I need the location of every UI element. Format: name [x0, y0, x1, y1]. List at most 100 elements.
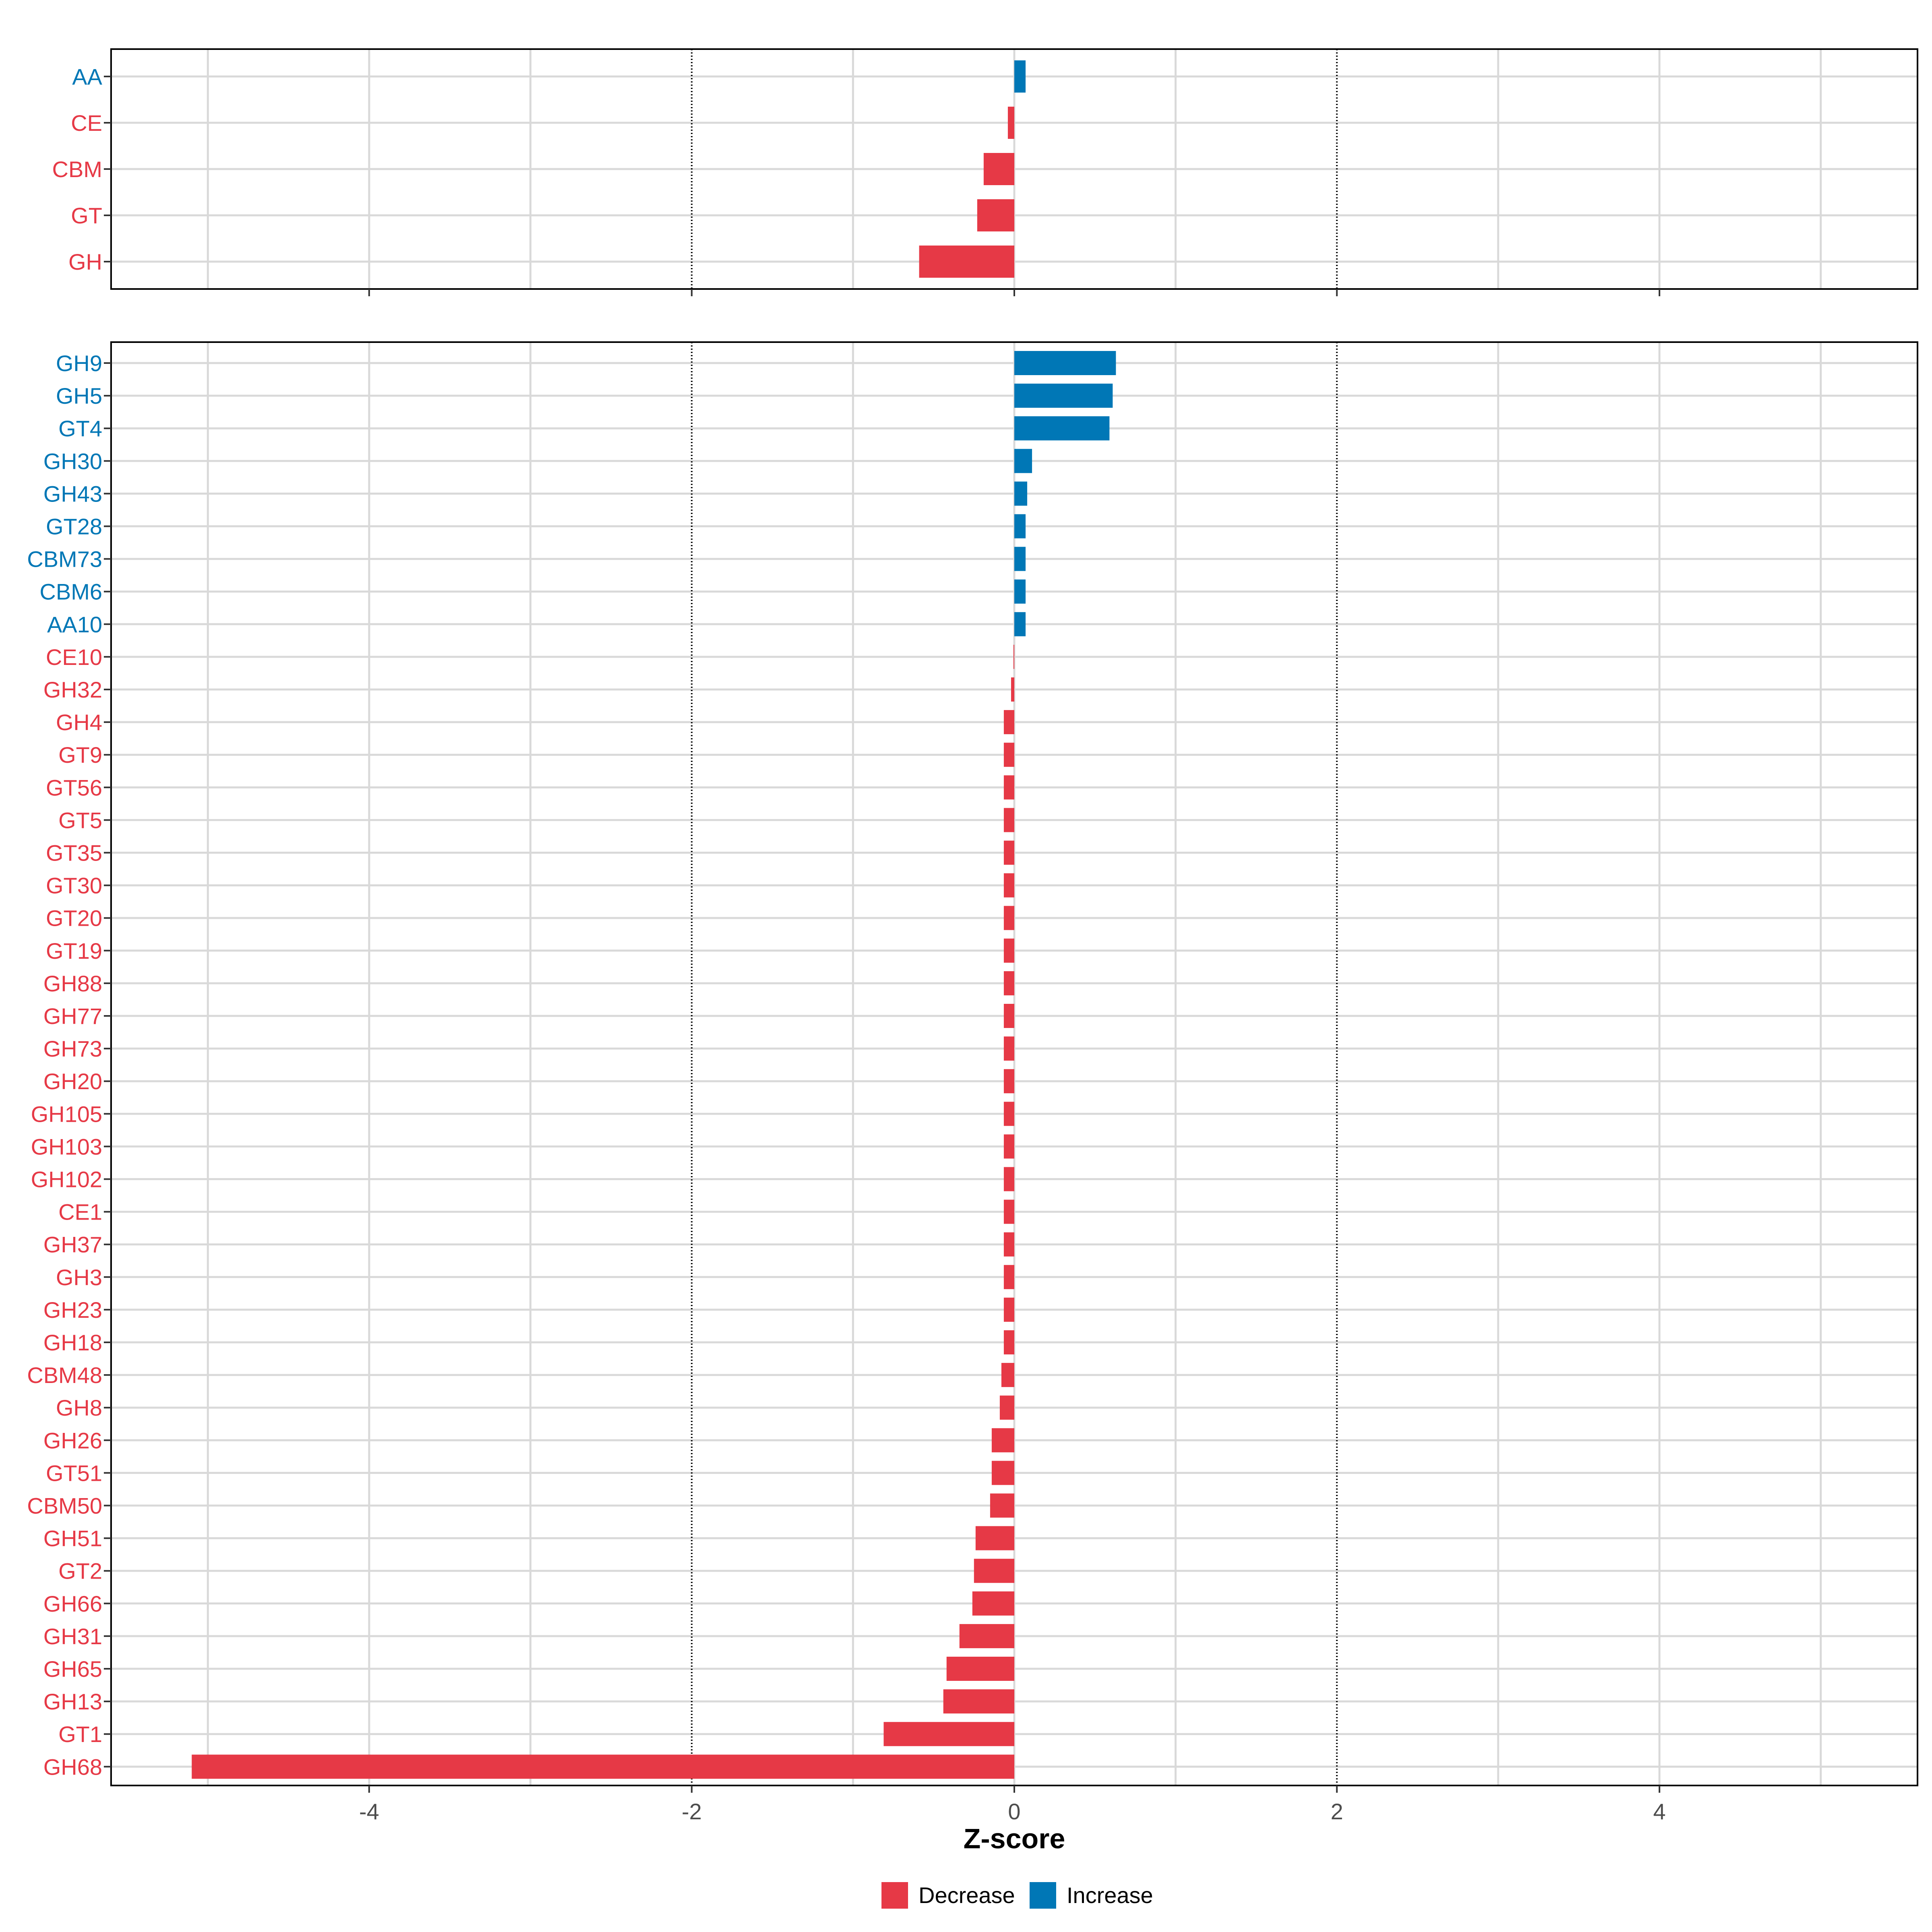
bar-gh102	[1003, 1167, 1014, 1191]
bar-aa	[1014, 60, 1026, 93]
category-label: GH8	[56, 1395, 102, 1420]
category-label: CBM48	[27, 1362, 102, 1388]
category-label: GH26	[43, 1428, 102, 1453]
x-tick-label: -2	[682, 1799, 702, 1824]
bar-gh88	[1003, 971, 1014, 995]
x-axis-title: Z-score	[964, 1823, 1065, 1854]
bar-gh18	[1003, 1330, 1014, 1354]
category-label: GT20	[46, 906, 102, 931]
bar-gh5	[1014, 384, 1113, 408]
category-label: GH37	[43, 1232, 102, 1257]
category-label: GT	[71, 203, 102, 228]
category-label: GT9	[58, 742, 102, 768]
category-label: GT35	[46, 840, 102, 866]
category-label: GT28	[46, 514, 102, 539]
category-label: GH30	[43, 448, 102, 474]
category-label: CBM50	[27, 1493, 102, 1519]
bar-cbm73	[1014, 547, 1026, 571]
bar-aa10	[1014, 612, 1026, 636]
bar-gh4	[1003, 710, 1014, 735]
bar-ce10	[1013, 644, 1014, 669]
category-label: GT19	[46, 938, 102, 964]
x-tick-label: 2	[1331, 1799, 1343, 1824]
category-label: GH31	[43, 1624, 102, 1649]
bar-gt35	[1003, 840, 1014, 865]
bar-gh73	[1003, 1036, 1014, 1061]
category-label: GH103	[31, 1134, 102, 1159]
category-label: GH18	[43, 1330, 102, 1355]
legend-swatch-increase	[1030, 1882, 1056, 1909]
category-label: AA	[72, 64, 102, 89]
bar-gh77	[1003, 1004, 1014, 1028]
category-label: GH43	[43, 481, 102, 506]
bar-gt19	[1003, 938, 1014, 963]
bar-cbm6	[1014, 579, 1026, 604]
bar-gt20	[1003, 906, 1014, 930]
bar-gt51	[991, 1461, 1014, 1485]
category-label: GH65	[43, 1656, 102, 1682]
category-label: GH73	[43, 1036, 102, 1061]
bar-cbm50	[990, 1493, 1014, 1518]
category-label: GT4	[58, 416, 102, 441]
bar-gh3	[1003, 1265, 1014, 1289]
legend: Decrease Increase	[881, 1882, 1153, 1909]
bottom-panel: GH9 GH5 GT4 GH30 GH43 GT28 CBM73 CBM6 AA10 CE10 GH…	[27, 341, 1918, 1793]
bar-cbm48	[1001, 1363, 1014, 1387]
bar-gh	[919, 246, 1014, 278]
bar-ce1	[1003, 1199, 1014, 1224]
category-label: GH4	[56, 710, 102, 735]
category-label: CBM73	[27, 547, 102, 572]
category-label: CE1	[58, 1199, 102, 1225]
bar-gh20	[1003, 1069, 1014, 1094]
bar-gh8	[999, 1395, 1014, 1420]
category-label: GH77	[43, 1003, 102, 1029]
category-label: GH102	[31, 1167, 102, 1192]
bar-gh51	[975, 1526, 1014, 1550]
bar-gt30	[1003, 873, 1014, 898]
bar-cbm	[983, 153, 1014, 185]
bar-gt4	[1014, 416, 1110, 441]
category-label: GT56	[46, 775, 102, 800]
bar-gh31	[959, 1624, 1014, 1648]
category-label: CBM6	[39, 579, 102, 605]
x-tick-label: 0	[1008, 1799, 1020, 1824]
category-label: GH88	[43, 971, 102, 996]
category-label: GH68	[43, 1754, 102, 1779]
bar-gh105	[1003, 1102, 1014, 1126]
category-label: GH13	[43, 1689, 102, 1714]
bar-gt	[977, 199, 1014, 231]
bar-gh43	[1014, 481, 1028, 506]
bar-gt28	[1014, 514, 1026, 539]
category-label: CE	[71, 110, 102, 136]
category-label: GH3	[56, 1265, 102, 1290]
bar-gh30	[1014, 449, 1032, 473]
bar-gh32	[1011, 677, 1014, 702]
category-label: GT5	[58, 807, 102, 833]
bar-gh13	[943, 1689, 1014, 1714]
top-panel: AA CE CBM GT GH	[52, 48, 1918, 296]
category-label: CE10	[46, 644, 102, 670]
legend-label-increase: Increase	[1067, 1882, 1153, 1908]
category-label: GH105	[31, 1101, 102, 1127]
bar-gt1	[883, 1722, 1014, 1746]
category-label: GH32	[43, 677, 102, 702]
legend-swatch-decrease	[881, 1882, 908, 1909]
bar-gh66	[972, 1591, 1014, 1616]
category-label: GT51	[46, 1460, 102, 1486]
category-label: GH51	[43, 1526, 102, 1551]
bar-gh68	[192, 1754, 1014, 1779]
category-label: AA10	[47, 612, 102, 637]
bar-gt2	[974, 1558, 1014, 1583]
bar-gh65	[946, 1657, 1014, 1681]
x-axis: -4 -2 0 2 4	[359, 1799, 1666, 1824]
bar-gh23	[1003, 1297, 1014, 1322]
category-label: GT2	[58, 1558, 102, 1584]
category-label: GH23	[43, 1297, 102, 1323]
category-label: GT30	[46, 873, 102, 898]
bar-gt5	[1003, 808, 1014, 832]
bar-ce	[1007, 107, 1014, 139]
bar-gh37	[1003, 1232, 1014, 1257]
category-label: GH66	[43, 1591, 102, 1616]
x-tick-label: 4	[1653, 1799, 1666, 1824]
